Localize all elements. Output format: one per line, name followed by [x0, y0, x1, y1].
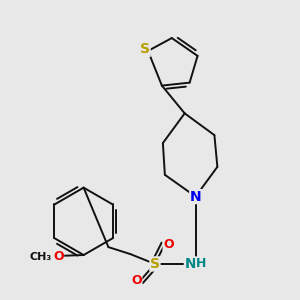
- Text: N: N: [184, 257, 196, 271]
- Text: S: S: [150, 257, 160, 271]
- Text: N: N: [190, 190, 201, 204]
- Text: O: O: [131, 274, 142, 287]
- Text: S: S: [140, 42, 150, 56]
- Text: O: O: [163, 238, 174, 250]
- Text: H: H: [196, 257, 206, 270]
- Text: O: O: [53, 250, 64, 262]
- Text: CH₃: CH₃: [30, 252, 52, 262]
